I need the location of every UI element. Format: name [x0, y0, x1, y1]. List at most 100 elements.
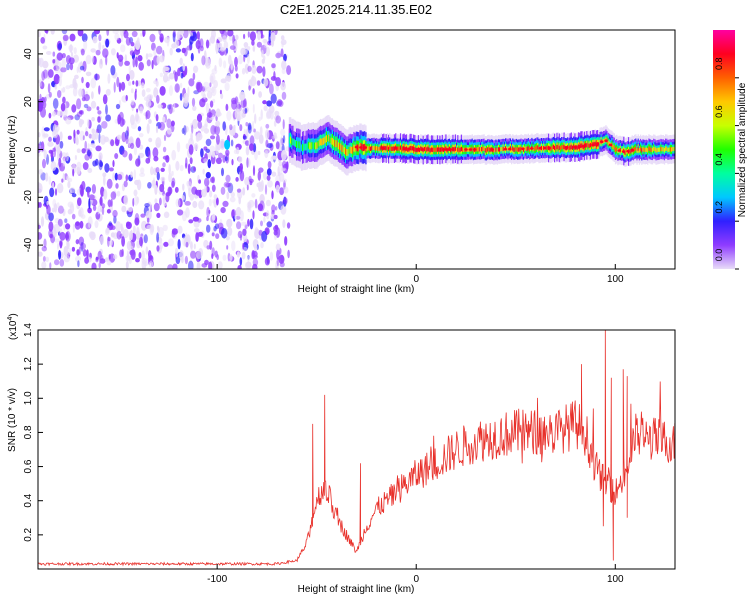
heatmap-cell	[160, 176, 166, 182]
heatmap-cell	[310, 142, 312, 150]
heatmap-cell	[135, 112, 139, 122]
heatmap-cell	[312, 141, 314, 149]
heatmap-cell	[620, 148, 623, 153]
heatmap-cell	[195, 81, 201, 91]
heatmap-cell	[133, 48, 141, 55]
heatmap-cell	[130, 229, 133, 241]
heatmap-cell	[135, 158, 141, 167]
heatmap-cell	[423, 146, 426, 152]
heatmap-cell	[62, 157, 66, 167]
heatmap-cell	[638, 148, 641, 153]
heatmap-cell	[84, 257, 89, 264]
heatmap-cell	[52, 182, 55, 190]
heatmap-cell	[151, 59, 154, 70]
heatmap-cell	[376, 146, 378, 151]
heatmap-cell	[346, 149, 348, 156]
heatmap-cell	[533, 146, 535, 151]
x-tick-label: 0	[413, 274, 419, 285]
heatmap-cell	[114, 153, 119, 159]
heatmap-cell	[87, 143, 90, 150]
heatmap-cell	[78, 209, 82, 217]
heatmap-cell	[46, 204, 51, 215]
heatmap-cell	[536, 145, 538, 150]
heatmap-cell	[334, 140, 336, 147]
heatmap-cell	[286, 65, 292, 76]
heatmap-cell	[246, 46, 251, 51]
heatmap-cell	[184, 125, 189, 133]
heatmap-cell	[40, 107, 46, 118]
x-tick-label: 0	[413, 574, 419, 585]
heatmap-cell	[251, 64, 257, 74]
heatmap-cell	[134, 115, 141, 124]
heatmap-cell	[247, 65, 252, 72]
heatmap-cell	[245, 122, 249, 127]
heatmap-cell	[230, 139, 234, 147]
heatmap-cell	[256, 80, 261, 86]
heatmap-cell	[156, 45, 163, 55]
heatmap-cell	[195, 134, 200, 142]
heatmap-cell	[98, 152, 103, 161]
heatmap-cell	[170, 120, 175, 127]
heatmap-cell	[227, 30, 234, 37]
heatmap-cell	[56, 145, 61, 155]
heatmap-cell	[271, 63, 276, 69]
heatmap-cell	[254, 228, 261, 239]
bottom-y-axis-label: SNR (10 * v/v)	[7, 388, 18, 452]
heatmap-cell	[402, 147, 407, 151]
heatmap-cell	[214, 65, 217, 71]
heatmap-cell	[328, 134, 330, 142]
heatmap-cell	[645, 147, 648, 152]
heatmap-marks	[38, 30, 675, 269]
heatmap-cell	[222, 154, 226, 163]
heatmap-cell	[280, 35, 285, 41]
heatmap-cell	[148, 261, 154, 268]
heatmap-cell	[188, 30, 192, 35]
heatmap-cell	[381, 147, 385, 150]
heatmap-cell	[38, 183, 43, 194]
heatmap-cell	[175, 247, 179, 255]
heatmap-cell	[245, 128, 249, 139]
heatmap-cell	[215, 233, 220, 240]
heatmap-cell	[209, 190, 213, 198]
heatmap-cell	[110, 191, 117, 200]
heatmap-cell	[46, 154, 49, 165]
heatmap-cell	[150, 166, 154, 176]
heatmap-cell	[184, 201, 191, 206]
heatmap-cell	[291, 138, 293, 146]
heatmap-cell	[342, 145, 344, 153]
heatmap-cell	[514, 147, 516, 152]
heatmap-cell	[435, 147, 437, 152]
heatmap-cell	[141, 220, 147, 231]
heatmap-cell	[181, 195, 185, 201]
heatmap-cell	[229, 124, 233, 131]
heatmap-cell	[576, 145, 578, 150]
heatmap-cell	[313, 142, 316, 150]
heatmap-cell	[189, 35, 195, 41]
heatmap-cell	[53, 73, 60, 85]
heatmap-cell	[91, 133, 97, 141]
heatmap-cell	[70, 52, 74, 57]
heatmap-cell	[146, 59, 151, 67]
heatmap-cell	[131, 30, 138, 38]
heatmap-cell	[53, 230, 57, 238]
heatmap-cell	[193, 65, 199, 73]
heatmap-cell	[42, 100, 47, 109]
heatmap-cell	[242, 228, 247, 236]
heatmap-cell	[192, 105, 197, 111]
heatmap-cell	[637, 146, 639, 151]
heatmap-cell	[56, 52, 63, 61]
y-tick-label: -20	[23, 190, 34, 205]
heatmap-cell	[209, 100, 214, 108]
heatmap-cell	[77, 30, 84, 37]
heatmap-cell	[42, 256, 46, 262]
heatmap-cell	[61, 178, 64, 183]
heatmap-cell	[239, 124, 243, 132]
heatmap-cell	[254, 131, 261, 140]
heatmap-cell	[162, 116, 166, 123]
heatmap-cell	[192, 200, 198, 209]
heatmap-cell	[570, 144, 572, 149]
heatmap-cell	[640, 146, 642, 152]
heatmap-cell	[648, 146, 650, 151]
heatmap-cell	[350, 146, 353, 154]
